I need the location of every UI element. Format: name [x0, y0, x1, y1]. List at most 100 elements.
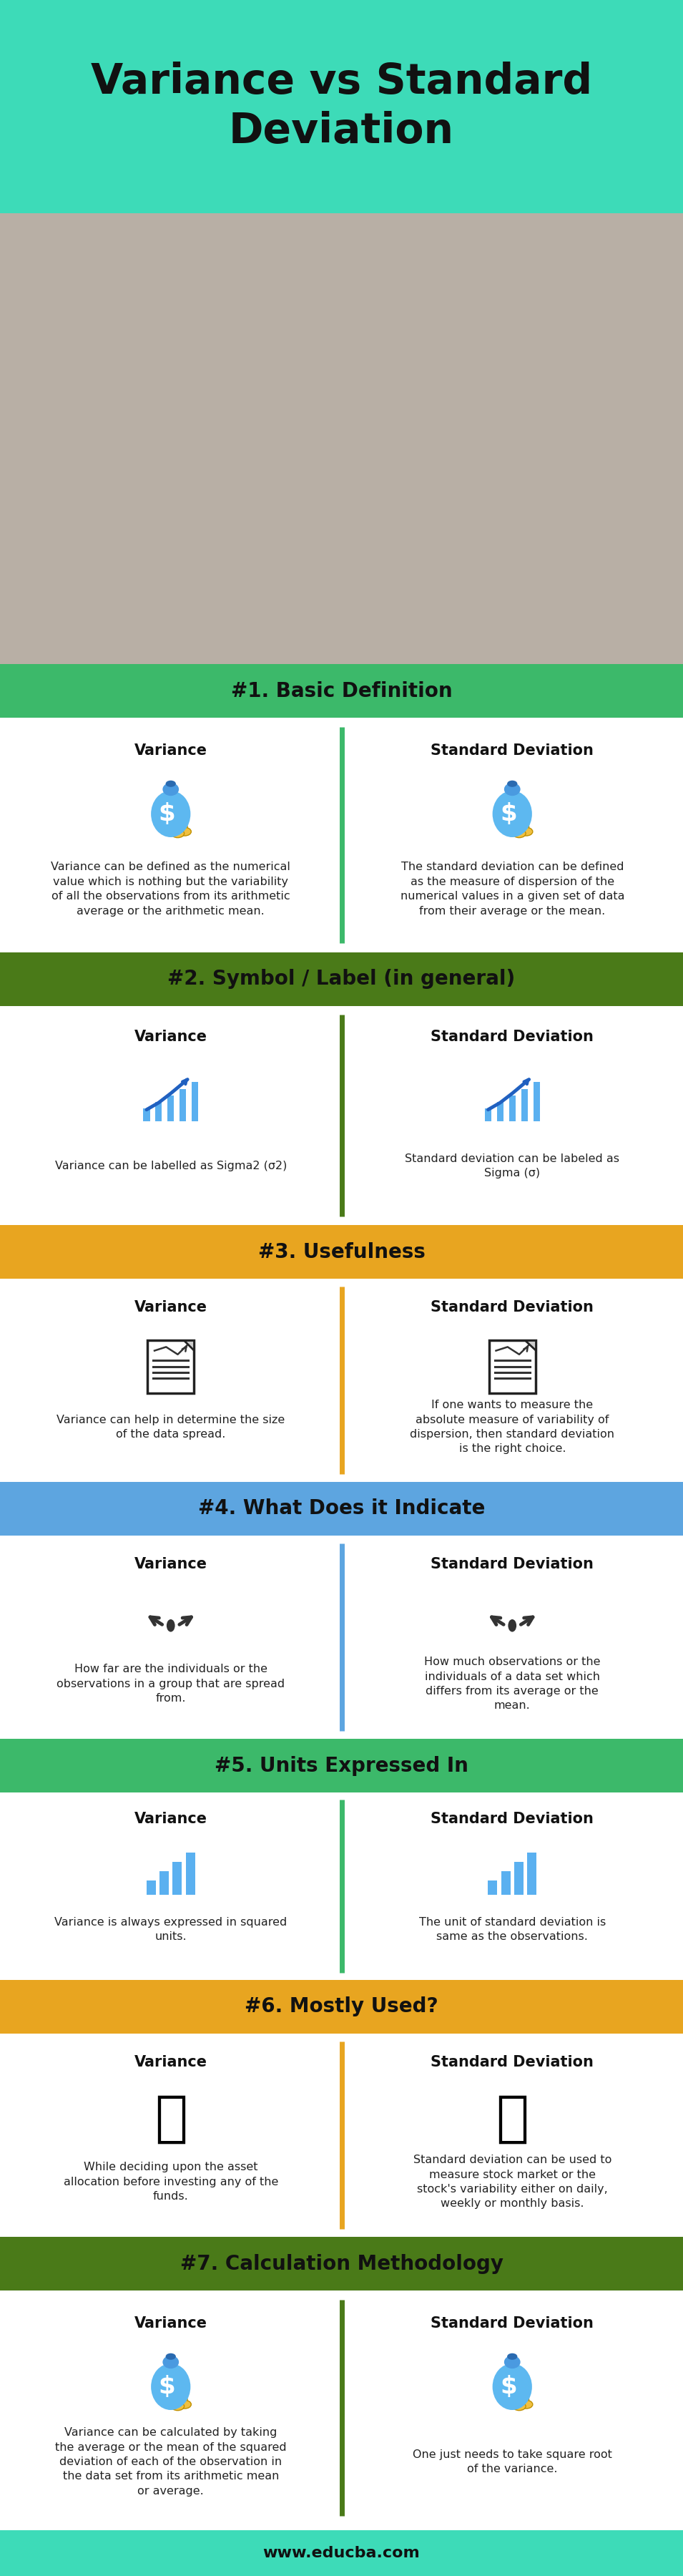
- Text: $: $: [500, 2375, 517, 2398]
- Text: Variance can help in determine the size
of the data spread.: Variance can help in determine the size …: [57, 1414, 285, 1440]
- Text: $: $: [500, 801, 517, 827]
- Polygon shape: [184, 1340, 194, 1350]
- Bar: [0, 2236, 683, 2290]
- Ellipse shape: [504, 783, 520, 796]
- Text: Variance: Variance: [135, 2056, 207, 2069]
- Text: Variance can be labelled as Sigma2 (σ2): Variance can be labelled as Sigma2 (σ2): [55, 1162, 287, 1172]
- Bar: [521, 1090, 527, 1121]
- Bar: [489, 1340, 535, 1394]
- Text: #4. What Does it Indicate: #4. What Does it Indicate: [198, 1499, 485, 1520]
- Ellipse shape: [516, 822, 529, 832]
- Text: Standard Deviation: Standard Deviation: [431, 2316, 594, 2331]
- Bar: [0, 1981, 683, 2032]
- Ellipse shape: [163, 2354, 179, 2367]
- Bar: [186, 1852, 195, 1893]
- Text: If one wants to measure the
absolute measure of variability of
dispersion, then : If one wants to measure the absolute mea…: [410, 1399, 615, 1455]
- Text: Standard deviation can be used to
measure stock market or the
stock's variabilit: Standard deviation can be used to measur…: [413, 2154, 611, 2210]
- Bar: [514, 1862, 523, 1893]
- Polygon shape: [525, 1340, 535, 1350]
- Text: www.educba.com: www.educba.com: [263, 2545, 420, 2561]
- Ellipse shape: [492, 2365, 532, 2411]
- Text: Variance: Variance: [135, 1811, 207, 1826]
- Bar: [488, 1880, 497, 1893]
- Bar: [0, 1481, 683, 1535]
- Ellipse shape: [178, 827, 191, 835]
- Text: Standard Deviation: Standard Deviation: [431, 2056, 594, 2069]
- Text: Standard Deviation: Standard Deviation: [431, 1556, 594, 1571]
- Ellipse shape: [166, 2354, 176, 2360]
- Text: Variance can be defined as the numerical
value which is nothing but the variabil: Variance can be defined as the numerical…: [51, 863, 290, 917]
- Ellipse shape: [492, 791, 532, 837]
- Text: Variance: Variance: [135, 1030, 207, 1043]
- Ellipse shape: [151, 2365, 191, 2411]
- Text: Variance: Variance: [135, 744, 207, 757]
- Bar: [0, 1226, 683, 1278]
- Ellipse shape: [513, 2401, 526, 2411]
- Text: $: $: [158, 801, 176, 827]
- Ellipse shape: [174, 822, 188, 832]
- Text: One just needs to take square root
of the variance.: One just needs to take square root of th…: [413, 2450, 612, 2476]
- Ellipse shape: [513, 829, 526, 837]
- Text: Variance: Variance: [135, 1301, 207, 1314]
- Text: While deciding upon the asset
allocation before investing any of the
funds.: While deciding upon the asset allocation…: [64, 2161, 278, 2202]
- Bar: [148, 1340, 194, 1394]
- Ellipse shape: [178, 2401, 191, 2409]
- Text: Variance is always expressed in squared
units.: Variance is always expressed in squared …: [55, 1917, 287, 1942]
- Bar: [0, 665, 683, 719]
- Ellipse shape: [508, 1620, 516, 1631]
- Ellipse shape: [163, 783, 179, 796]
- Bar: [501, 1870, 510, 1893]
- Bar: [0, 1535, 683, 1739]
- Bar: [147, 1880, 156, 1893]
- Bar: [497, 1103, 503, 1121]
- Bar: [0, 214, 683, 665]
- Ellipse shape: [504, 2354, 520, 2367]
- Text: Standard Deviation: Standard Deviation: [431, 1811, 594, 1826]
- Bar: [167, 1095, 174, 1121]
- Text: #3. Usefulness: #3. Usefulness: [258, 1242, 425, 1262]
- Ellipse shape: [171, 2401, 184, 2411]
- Ellipse shape: [166, 781, 176, 788]
- Bar: [527, 1852, 536, 1893]
- Ellipse shape: [171, 829, 184, 837]
- Ellipse shape: [507, 781, 517, 788]
- Text: Standard deviation can be labeled as
Sigma (σ): Standard deviation can be labeled as Sig…: [405, 1154, 619, 1180]
- Bar: [0, 0, 683, 214]
- Text: The standard deviation can be defined
as the measure of dispersion of the
numeri: The standard deviation can be defined as…: [400, 863, 624, 917]
- Bar: [0, 719, 683, 953]
- Bar: [0, 2530, 683, 2576]
- Bar: [509, 1095, 516, 1121]
- Text: #1. Basic Definition: #1. Basic Definition: [231, 680, 452, 701]
- Bar: [192, 1082, 198, 1121]
- Bar: [0, 1793, 683, 1981]
- Bar: [156, 1103, 162, 1121]
- Bar: [160, 1870, 169, 1893]
- Bar: [0, 1278, 683, 1481]
- Bar: [0, 1007, 683, 1226]
- Text: $: $: [158, 2375, 176, 2398]
- Bar: [0, 1739, 683, 1793]
- Bar: [0, 953, 683, 1007]
- Ellipse shape: [151, 791, 191, 837]
- Text: #6. Mostly Used?: #6. Mostly Used?: [245, 1996, 438, 2017]
- Bar: [533, 1082, 540, 1121]
- Text: How far are the individuals or the
observations in a group that are spread
from.: How far are the individuals or the obser…: [57, 1664, 285, 1703]
- Bar: [143, 1108, 150, 1121]
- Text: Variance vs Standard
Deviation: Variance vs Standard Deviation: [91, 62, 592, 152]
- Bar: [173, 1862, 182, 1893]
- Text: Variance can be calculated by taking
the average or the mean of the squared
devi: Variance can be calculated by taking the…: [55, 2427, 286, 2496]
- Text: The unit of standard deviation is
same as the observations.: The unit of standard deviation is same a…: [419, 1917, 606, 1942]
- Text: #7. Calculation Methodology: #7. Calculation Methodology: [180, 2254, 503, 2275]
- Ellipse shape: [507, 2354, 517, 2360]
- Text: Variance: Variance: [135, 2316, 207, 2331]
- Ellipse shape: [520, 2401, 533, 2409]
- Bar: [180, 1090, 186, 1121]
- Text: How much observations or the
individuals of a data set which
differs from its av: How much observations or the individuals…: [424, 1656, 600, 1710]
- Text: #5. Units Expressed In: #5. Units Expressed In: [214, 1757, 469, 1775]
- Ellipse shape: [520, 827, 533, 835]
- Text: #2. Symbol / Label (in general): #2. Symbol / Label (in general): [167, 969, 516, 989]
- Bar: [0, 2290, 683, 2524]
- Text: Standard Deviation: Standard Deviation: [431, 744, 594, 757]
- Ellipse shape: [516, 2396, 529, 2403]
- Text: Standard Deviation: Standard Deviation: [431, 1030, 594, 1043]
